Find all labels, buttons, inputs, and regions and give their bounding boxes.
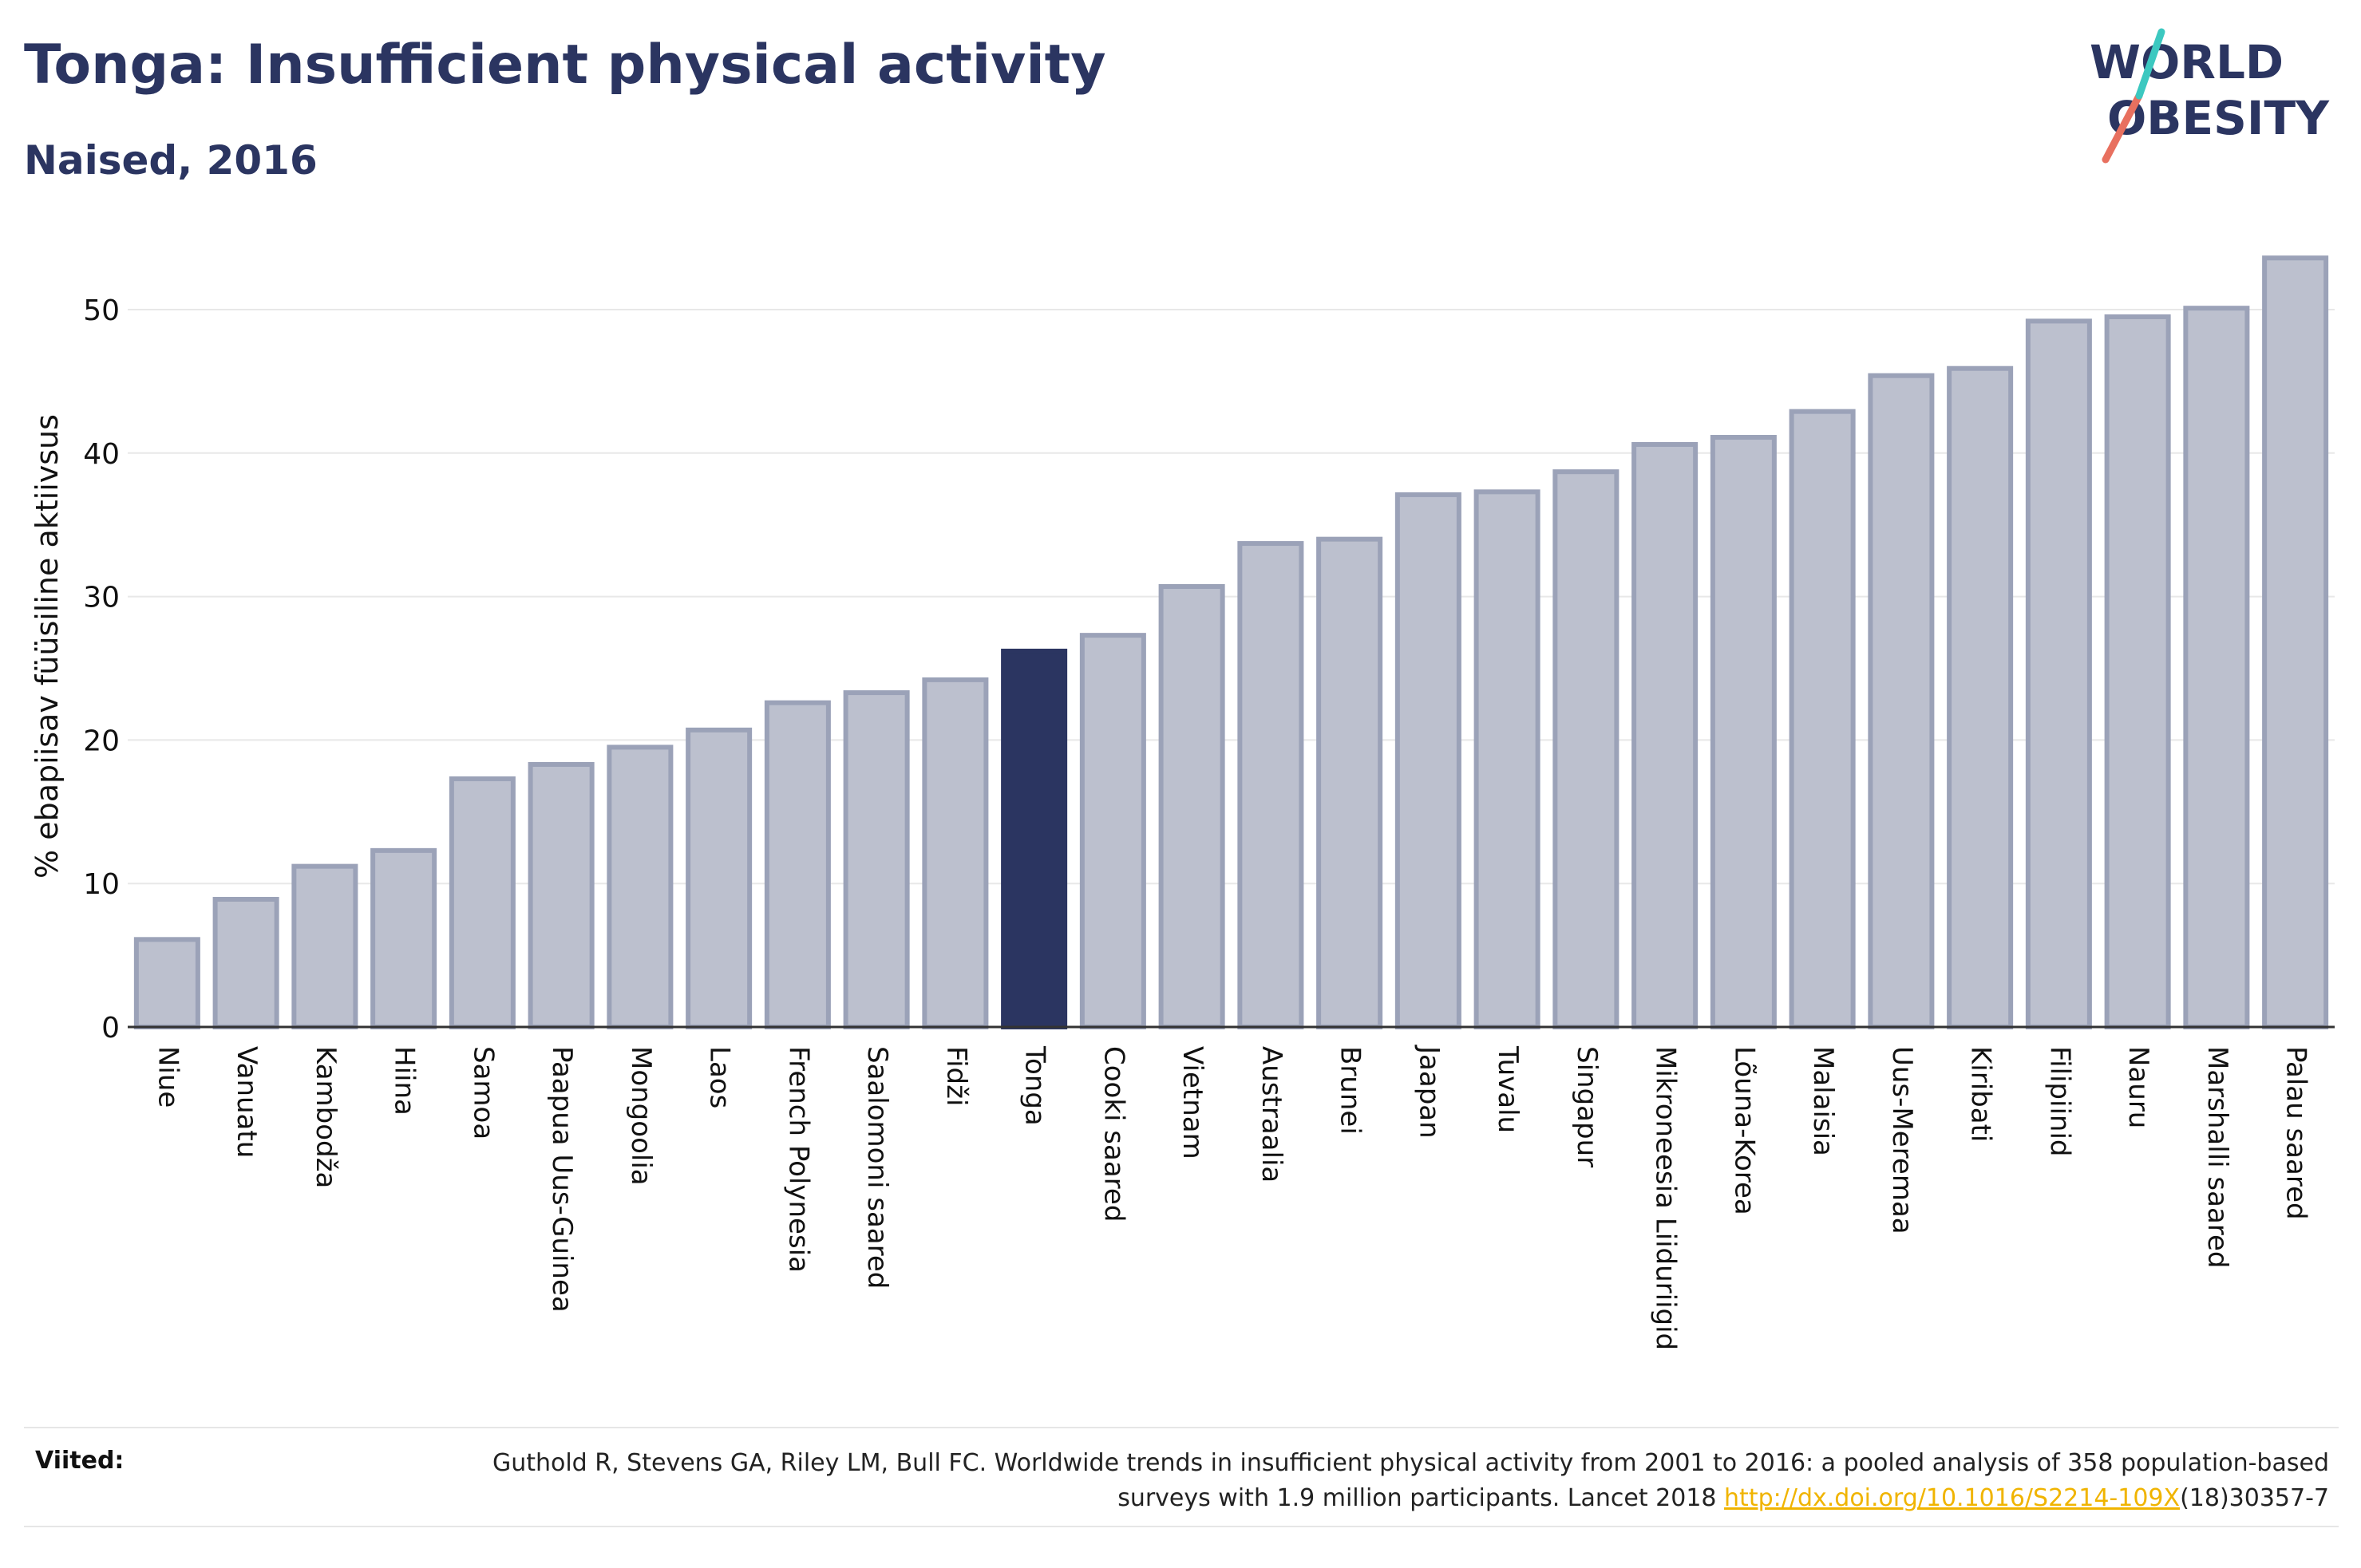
reference-doi-suffix: (18)30357-7 [2180, 1484, 2329, 1512]
x-tick-label: Filipiinid [2043, 1046, 2075, 1156]
x-tick-label: Lõuna-Korea [1728, 1046, 1760, 1215]
bar [370, 847, 437, 1029]
x-tick-label: Marshalli saared [2201, 1046, 2233, 1269]
y-axis-label: % ebapiisav füüsiline aktiivsus [30, 414, 65, 879]
references-top-divider [24, 1427, 2339, 1428]
bar [1789, 409, 1856, 1029]
bar [2025, 318, 2092, 1030]
x-tick-label: Laos [704, 1046, 736, 1108]
bar [1316, 536, 1383, 1029]
y-tick-label: 40 [83, 438, 120, 471]
bar [607, 745, 674, 1029]
y-tick-label: 0 [101, 1012, 120, 1045]
references-bottom-divider [24, 1526, 2339, 1527]
bar [528, 761, 595, 1029]
bar-chart: 0 10 20 30 40 50 Niue Vanuatu Kambodža Hiina Samo… [30, 255, 2335, 1350]
x-tick-label: Tonga [1019, 1045, 1051, 1126]
y-tick-label: 20 [83, 725, 120, 757]
bar [2104, 314, 2171, 1029]
chart-subtitle: Naised, 2016 [24, 137, 318, 184]
bar [686, 727, 753, 1030]
bar [1552, 469, 1619, 1029]
references-text: Guthold R, Stevens GA, Riley LM, Bull FC… [413, 1446, 2329, 1516]
y-tick-label: 30 [83, 582, 120, 614]
x-tick-label: Kambodža [310, 1046, 342, 1188]
svg-text:WORLD: WORLD [2090, 35, 2284, 89]
bar [1710, 435, 1777, 1029]
x-tick-label: Kiribati [1965, 1046, 1997, 1142]
x-tick-label: Paapua Uus-Guinea [546, 1046, 578, 1313]
bar [291, 863, 358, 1030]
bar [2262, 255, 2329, 1030]
x-tick-label: Malaisia [1807, 1046, 1839, 1156]
bar [1158, 584, 1225, 1029]
x-tick-label: Saalomoni saared [861, 1046, 893, 1289]
bar [1473, 489, 1540, 1029]
bar [133, 937, 200, 1030]
x-tick-label: Jaapan [1413, 1045, 1445, 1139]
reference-citation: Guthold R, Stevens GA, Riley LM, Bull FC… [492, 1449, 2329, 1512]
bar [922, 677, 989, 1029]
bar [1237, 541, 1304, 1029]
bar [1631, 442, 1699, 1029]
x-tick-label: Brunei [1335, 1046, 1366, 1135]
bar [1079, 633, 1146, 1029]
bar-highlight [1001, 648, 1068, 1029]
x-tick-label: Vietnam [1177, 1046, 1208, 1159]
bar [843, 690, 910, 1029]
svg-text:OBESITY: OBESITY [2107, 91, 2330, 145]
x-tick-label: Singapur [1571, 1046, 1603, 1167]
x-tick-label: Tuvalu [1492, 1045, 1524, 1133]
bar [212, 896, 279, 1030]
bar [449, 776, 516, 1029]
y-tick-label: 10 [83, 868, 120, 901]
bar [1394, 492, 1461, 1029]
x-tick-label: Palau saared [2280, 1046, 2312, 1220]
x-tick-label: Cooki saared [1097, 1046, 1129, 1222]
chart-title: Tonga: Insufficient physical activity [24, 34, 1106, 97]
world-obesity-logo: WORLD OBESITY [2090, 28, 2330, 164]
x-tick-label: Uus-Meremaa [1886, 1046, 1918, 1234]
y-tick-label: 50 [83, 294, 120, 327]
bar [764, 700, 831, 1029]
x-tick-label: Mongoolia [625, 1046, 657, 1186]
references-label: Viited: [35, 1447, 125, 1475]
bar [1868, 373, 1935, 1029]
x-tick-label: Samoa [467, 1046, 499, 1139]
x-tick-label: Austraalia [1256, 1046, 1287, 1183]
x-tick-label: Mikroneesia Liiduriigid [1650, 1046, 1682, 1350]
x-tick-label: Fidži [940, 1046, 972, 1106]
bar [1947, 365, 2014, 1029]
x-tick-label: Nauru [2122, 1046, 2154, 1128]
x-tick-label: Niue [152, 1046, 184, 1108]
bar [2183, 306, 2250, 1029]
x-tick-label: Vanuatu [231, 1046, 263, 1158]
x-tick-label: Hiina [389, 1046, 421, 1116]
x-tick-label: French Polynesia [782, 1046, 814, 1273]
reference-doi-link[interactable]: http://dx.doi.org/10.1016/S2214-109X [1724, 1484, 2181, 1512]
